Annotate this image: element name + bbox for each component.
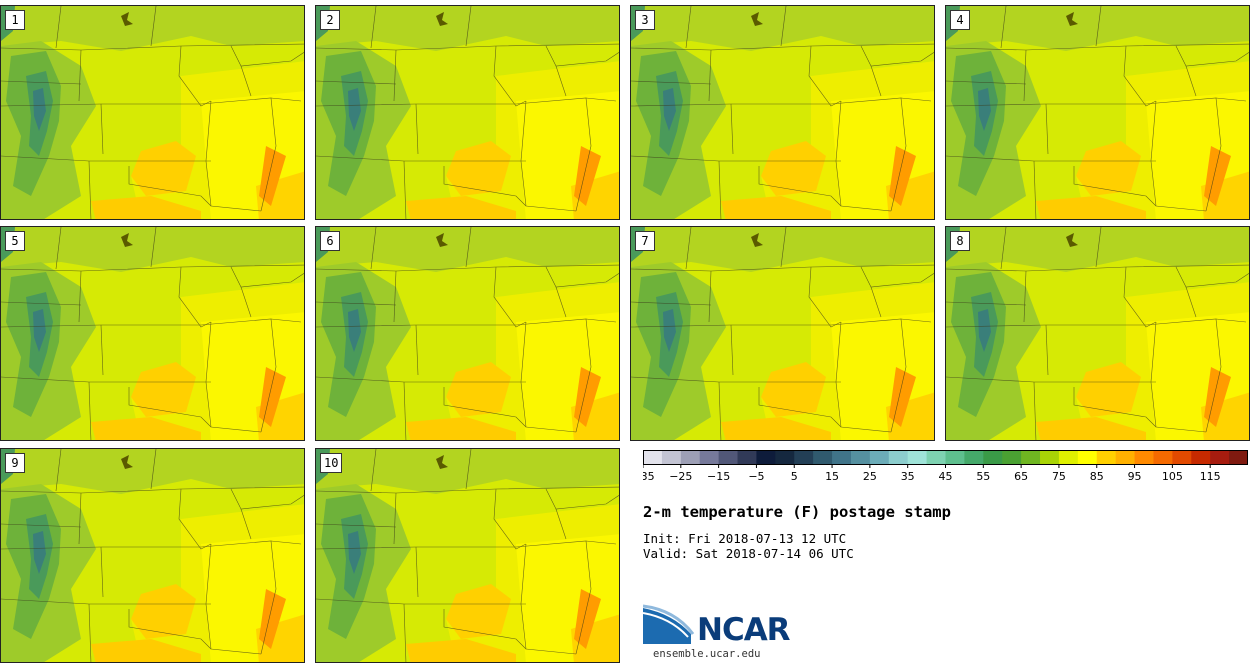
colorbar-segment (699, 450, 720, 465)
colorbar-tick-label: −25 (669, 470, 692, 483)
colorbar-outline (643, 450, 1248, 465)
colorbar-tick-label: 95 (1128, 470, 1142, 483)
colorbar-segment (661, 450, 682, 465)
colorbar-tick-label: 105 (1162, 470, 1183, 483)
postage-stamp-8: 8 (945, 226, 1250, 441)
colorbar-segment (756, 450, 776, 465)
colorbar-tick-label: 65 (1014, 470, 1028, 483)
member-label: 7 (635, 231, 655, 251)
temperature-map (946, 227, 1249, 440)
member-label: 9 (5, 453, 25, 473)
colorbar-tick-label: 85 (1090, 470, 1104, 483)
temperature-map (316, 449, 619, 662)
colorbar-segment (718, 450, 739, 465)
postage-stamp-4: 4 (945, 5, 1250, 220)
colorbar-tick-label: 35 (901, 470, 915, 483)
colorbar-segment (1210, 450, 1230, 465)
temperature-colorbar: −35 −25 −15 −5 5 15 25 35 45 55 65 75 85 95 105 115 (643, 450, 1248, 483)
colorbar-tick-label: −15 (707, 470, 730, 483)
colorbar-segment (945, 450, 965, 465)
member-label: 8 (950, 231, 970, 251)
ncar-logo-icon (643, 604, 695, 644)
colorbar-segment (1229, 450, 1248, 465)
member-label: 6 (320, 231, 340, 251)
colorbar-segment (832, 450, 852, 465)
colorbar-tick-label: 55 (976, 470, 990, 483)
colorbar-tick-label: 75 (1052, 470, 1066, 483)
colorbar-segment (1077, 450, 1098, 465)
temperature-map (631, 227, 934, 440)
postage-stamp-9: 9 (0, 448, 305, 663)
colorbar-segment (794, 450, 814, 465)
member-label: 2 (320, 10, 340, 30)
postage-stamp-2: 2 (315, 5, 620, 220)
temperature-map (1, 227, 304, 440)
temperature-map (1, 6, 304, 219)
colorbar-tick-label: 15 (825, 470, 839, 483)
colorbar-segment (1058, 450, 1079, 465)
colorbar-segment (869, 450, 890, 465)
temperature-map (946, 6, 1249, 219)
colorbar-segment (1191, 450, 1211, 465)
member-label: 3 (635, 10, 655, 30)
colorbar-segment (1172, 450, 1192, 465)
member-label: 4 (950, 10, 970, 30)
colorbar-segment (964, 450, 984, 465)
colorbar-tick-label: −35 (643, 470, 655, 483)
colorbar-segment (643, 450, 663, 465)
colorbar-tick-label: 45 (939, 470, 953, 483)
postage-stamp-7: 7 (630, 226, 935, 441)
init-time: Init: Fri 2018-07-13 12 UTC (643, 531, 847, 546)
temperature-map (316, 227, 619, 440)
postage-stamp-5: 5 (0, 226, 305, 441)
colorbar-segment (850, 450, 871, 465)
colorbar-segment (1002, 450, 1022, 465)
colorbar-tick-label: 5 (791, 470, 798, 483)
postage-stamp-10: 10 (315, 448, 620, 663)
colorbar-segment (1134, 450, 1154, 465)
forecast-times: Init: Fri 2018-07-13 12 UTC Valid: Sat 2… (643, 531, 854, 561)
colorbar-segment (1115, 450, 1136, 465)
valid-time: Valid: Sat 2018-07-14 06 UTC (643, 546, 854, 561)
colorbar-segment (737, 450, 757, 465)
colorbar-segment (983, 450, 1003, 465)
colorbar-segment (888, 450, 909, 465)
colorbar-segment (1153, 450, 1173, 465)
colorbar-segment (680, 450, 701, 465)
postage-stamp-6: 6 (315, 226, 620, 441)
ncar-logo-text: NCAR (697, 612, 791, 648)
colorbar-tick-label: −5 (748, 470, 764, 483)
colorbar-segment (907, 450, 928, 465)
logo-url: ensemble.ucar.edu (653, 648, 761, 660)
colorbar-segment (1096, 450, 1117, 465)
colorbar-segment (813, 450, 833, 465)
postage-stamp-3: 3 (630, 5, 935, 220)
temperature-map (316, 6, 619, 219)
colorbar-segment (1021, 450, 1041, 465)
colorbar-segment (926, 450, 946, 465)
colorbar-tick-label: 25 (863, 470, 877, 483)
colorbar-segment (775, 450, 795, 465)
temperature-map (631, 6, 934, 219)
member-label: 1 (5, 10, 25, 30)
member-label: 5 (5, 231, 25, 251)
colorbar-tick-label: 115 (1200, 470, 1221, 483)
temperature-map (1, 449, 304, 662)
plot-title: 2-m temperature (F) postage stamp (643, 503, 951, 521)
postage-stamp-1: 1 (0, 5, 305, 220)
member-label: 10 (320, 453, 343, 473)
colorbar-segment (1040, 450, 1060, 465)
